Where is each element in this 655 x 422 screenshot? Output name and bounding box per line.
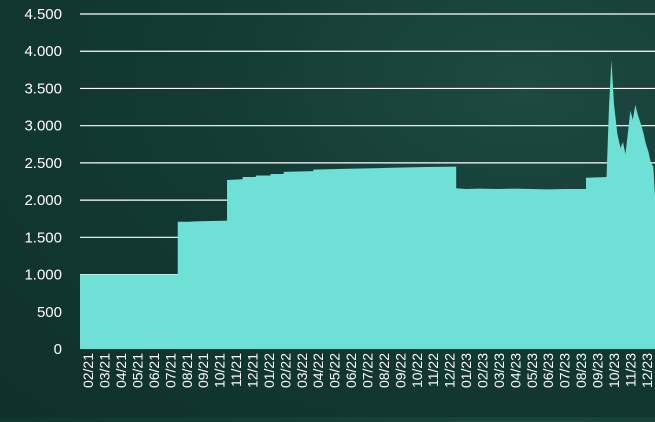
x-tick-label: 04/23 (507, 353, 523, 388)
x-tick-label: 10/22 (409, 353, 425, 388)
gridlines (80, 13, 655, 313)
x-tick-label: 04/22 (310, 353, 326, 388)
y-tick-label: 0 (54, 341, 62, 358)
x-tick-label: 08/23 (573, 353, 589, 388)
x-tick-label: 07/23 (557, 353, 573, 388)
x-tick-label: 10/21 (212, 353, 228, 388)
x-tick-label: 02/21 (80, 353, 96, 388)
x-tick-label: 11/21 (228, 353, 244, 387)
x-tick-label: 10/23 (606, 353, 622, 388)
x-tick-label: 05/23 (524, 353, 540, 388)
x-tick-label: 12/23 (639, 353, 655, 388)
x-tick-label: 11/22 (425, 353, 441, 387)
x-tick-label: 05/22 (327, 353, 343, 388)
y-tick-label: 2.500 (24, 155, 62, 172)
x-tick-label: 03/23 (491, 353, 507, 388)
y-tick-label: 1.000 (24, 267, 62, 284)
x-tick-label: 05/21 (130, 353, 146, 388)
x-tick-label: 04/21 (113, 353, 129, 388)
plot-area (80, 60, 655, 349)
x-tick-label: 06/22 (343, 353, 359, 388)
y-tick-label: 3.000 (24, 118, 62, 135)
x-tick-label: 09/22 (392, 353, 408, 388)
x-tick-label: 06/21 (146, 353, 162, 388)
y-tick-label: 500 (37, 304, 62, 321)
x-axis-labels: 02/21 03/21 04/21 05/21 06/21 07/21 08/21 09/21… (80, 353, 655, 388)
x-tick-label: 12/22 (442, 353, 458, 388)
y-tick-label: 4.000 (24, 43, 62, 60)
x-tick-label: 07/22 (360, 353, 376, 388)
x-tick-label: 11/23 (622, 353, 638, 387)
y-axis-labels: 0 500 1.000 1.500 2.000 2.500 3.000 3.500 4.000 4… (24, 6, 62, 358)
x-tick-label: 09/23 (590, 353, 606, 388)
area-series-0 (80, 60, 655, 349)
x-tick-label: 03/21 (97, 353, 113, 388)
x-tick-label: 07/21 (162, 353, 178, 388)
x-tick-label: 02/22 (277, 353, 293, 388)
y-tick-label: 3.500 (24, 80, 62, 97)
x-tick-label: 09/21 (195, 353, 211, 388)
y-tick-label: 1.500 (24, 229, 62, 246)
x-tick-label: 03/22 (294, 353, 310, 388)
x-tick-label: 12/21 (245, 353, 261, 388)
x-tick-label: 01/22 (261, 353, 277, 388)
y-tick-label: 2.000 (24, 192, 62, 209)
x-tick-label: 06/23 (540, 353, 556, 388)
x-tick-label: 02/23 (475, 353, 491, 388)
x-tick-label: 08/22 (376, 353, 392, 388)
x-tick-label: 01/23 (458, 353, 474, 388)
y-tick-label: 4.500 (24, 6, 62, 23)
x-tick-label: 08/21 (179, 353, 195, 388)
